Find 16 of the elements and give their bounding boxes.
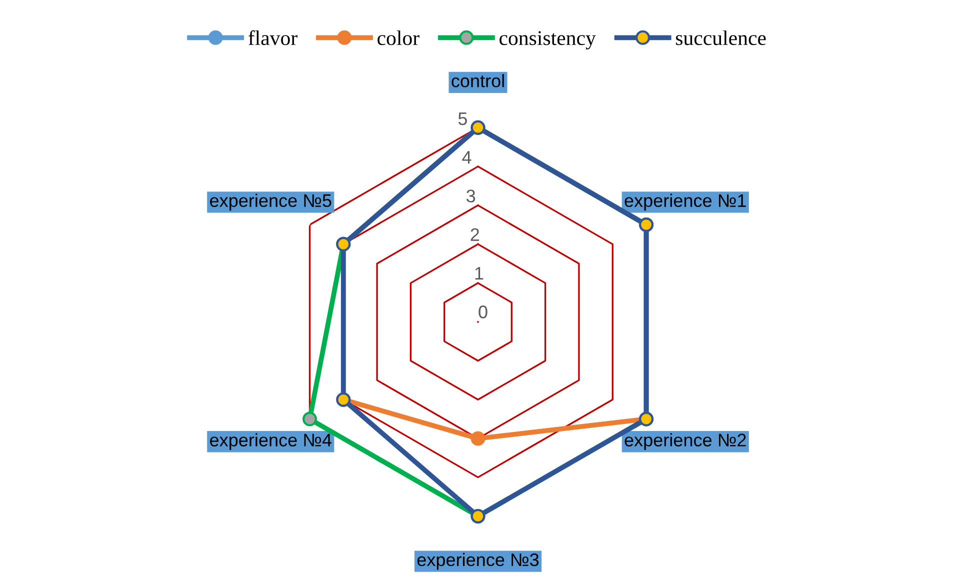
spoke-label: experience №1 xyxy=(624,194,746,211)
spoke-label: experience №4 xyxy=(210,433,332,450)
legend-label: succulence xyxy=(676,30,766,46)
spoke-label: experience №3 xyxy=(417,552,539,570)
spoke-label: control xyxy=(452,74,504,88)
y-tick-label: 3 xyxy=(466,190,476,202)
y-tick-label: 1 xyxy=(475,267,484,280)
y-tick-label: 4 xyxy=(462,151,472,164)
legend-label: flavor xyxy=(248,30,298,46)
y-tick-label: 2 xyxy=(470,228,480,241)
y-tick-label: 5 xyxy=(458,112,467,126)
y-tick-label: 0 xyxy=(478,306,488,318)
legend-label: color xyxy=(378,30,420,46)
legend-label: consistency xyxy=(500,31,596,50)
spoke-label: experience №2 xyxy=(624,433,746,450)
spoke-label: experience №5 xyxy=(210,194,332,211)
